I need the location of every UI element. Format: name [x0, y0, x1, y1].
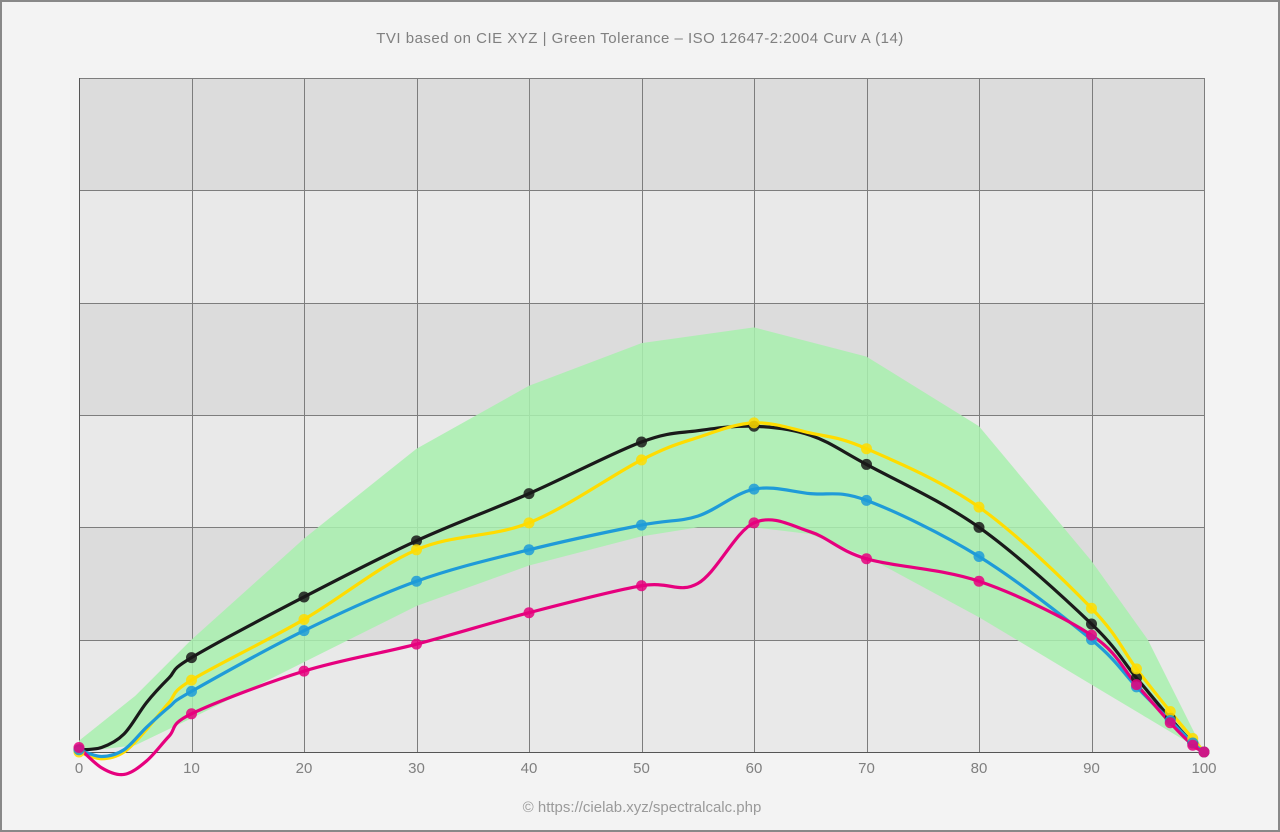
data-marker-blue — [636, 520, 647, 531]
data-marker-yellow — [299, 614, 310, 625]
xtick-50: 50 — [622, 760, 662, 777]
data-marker-blue — [411, 576, 422, 587]
data-marker-black — [861, 459, 872, 470]
xtick-10: 10 — [172, 760, 212, 777]
chart-footer: © https://cielab.xyz/spectralcalc.php — [2, 799, 1280, 816]
gridline-y-0 — [79, 752, 1204, 753]
ytick-0: 0 — [0, 744, 1, 761]
data-marker-yellow — [1131, 663, 1142, 674]
data-marker-yellow — [974, 502, 985, 513]
data-marker-yellow — [1086, 603, 1097, 614]
gridline-x-100 — [1204, 78, 1205, 752]
data-marker-black — [1086, 618, 1097, 629]
xtick-70: 70 — [847, 760, 887, 777]
data-marker-pink — [1131, 679, 1142, 690]
chart-window: TVI based on CIE XYZ | Green Tolerance –… — [0, 0, 1280, 832]
data-marker-pink — [1086, 630, 1097, 641]
data-marker-pink — [861, 553, 872, 564]
data-marker-pink — [636, 580, 647, 591]
data-marker-pink — [1187, 740, 1198, 751]
data-marker-yellow — [749, 417, 760, 428]
data-marker-pink — [524, 607, 535, 618]
data-marker-yellow — [861, 443, 872, 454]
data-marker-black — [299, 591, 310, 602]
tolerance-band — [79, 327, 1204, 752]
data-marker-pink — [186, 708, 197, 719]
data-marker-blue — [749, 484, 760, 495]
ytick-15: 15 — [0, 407, 1, 424]
data-marker-blue — [299, 625, 310, 636]
data-marker-black — [186, 652, 197, 663]
xtick-30: 30 — [397, 760, 437, 777]
data-marker-pink — [1165, 717, 1176, 728]
data-marker-pink — [749, 517, 760, 528]
ytick-30: 30 — [0, 70, 1, 87]
data-marker-black — [974, 522, 985, 533]
data-marker-blue — [861, 495, 872, 506]
ytick-20: 20 — [0, 294, 1, 311]
data-marker-pink — [299, 666, 310, 677]
xtick-80: 80 — [959, 760, 999, 777]
chart-title: TVI based on CIE XYZ | Green Tolerance –… — [2, 2, 1278, 61]
chart-svg-overlay — [79, 78, 1204, 752]
xtick-90: 90 — [1072, 760, 1112, 777]
ytick-25: 25 — [0, 182, 1, 199]
xtick-40: 40 — [509, 760, 549, 777]
data-marker-yellow — [524, 517, 535, 528]
data-marker-black — [636, 436, 647, 447]
data-marker-black — [524, 488, 535, 499]
data-marker-yellow — [636, 454, 647, 465]
ytick-10: 10 — [0, 519, 1, 536]
xtick-100: 100 — [1184, 760, 1224, 777]
data-marker-yellow — [411, 544, 422, 555]
data-marker-pink — [974, 576, 985, 587]
data-marker-pink — [74, 742, 85, 753]
chart-plot-area: 30 25 20 15 10 5 0 0 10 20 30 40 50 60 7… — [79, 78, 1204, 752]
data-marker-blue — [974, 551, 985, 562]
xtick-20: 20 — [284, 760, 324, 777]
data-marker-yellow — [186, 675, 197, 686]
data-marker-blue — [524, 544, 535, 555]
data-marker-pink — [411, 639, 422, 650]
xtick-60: 60 — [734, 760, 774, 777]
data-marker-blue — [186, 686, 197, 697]
data-marker-pink — [1199, 747, 1210, 758]
ytick-5: 5 — [0, 631, 1, 648]
